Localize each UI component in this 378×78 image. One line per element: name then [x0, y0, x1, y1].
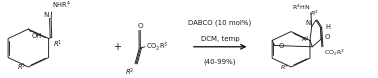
Text: R$^5$: R$^5$ — [17, 61, 26, 73]
Text: N: N — [305, 20, 311, 26]
Text: CO$_2$R$^3$: CO$_2$R$^3$ — [146, 40, 168, 53]
Text: O: O — [279, 43, 284, 49]
Text: R$^5$: R$^5$ — [280, 62, 289, 72]
Text: NHR$^4$: NHR$^4$ — [52, 0, 71, 11]
Text: CO$_2$R$^3$: CO$_2$R$^3$ — [324, 48, 345, 58]
Text: N: N — [43, 12, 48, 18]
Text: R$^2$: R$^2$ — [125, 66, 134, 78]
Text: R$^2$: R$^2$ — [310, 8, 319, 18]
Text: (40-99%): (40-99%) — [204, 59, 236, 65]
Text: H: H — [325, 24, 330, 30]
Text: R$^1$: R$^1$ — [53, 39, 62, 50]
Text: OH: OH — [32, 33, 42, 39]
Text: O: O — [325, 34, 330, 40]
Text: +: + — [113, 42, 121, 52]
Text: O: O — [137, 23, 143, 29]
Text: R$^4$HN: R$^4$HN — [292, 3, 310, 12]
Text: DABCO (10 mol%): DABCO (10 mol%) — [188, 20, 252, 26]
Text: DCM, temp: DCM, temp — [201, 36, 239, 42]
Text: R$^1$: R$^1$ — [301, 34, 309, 44]
